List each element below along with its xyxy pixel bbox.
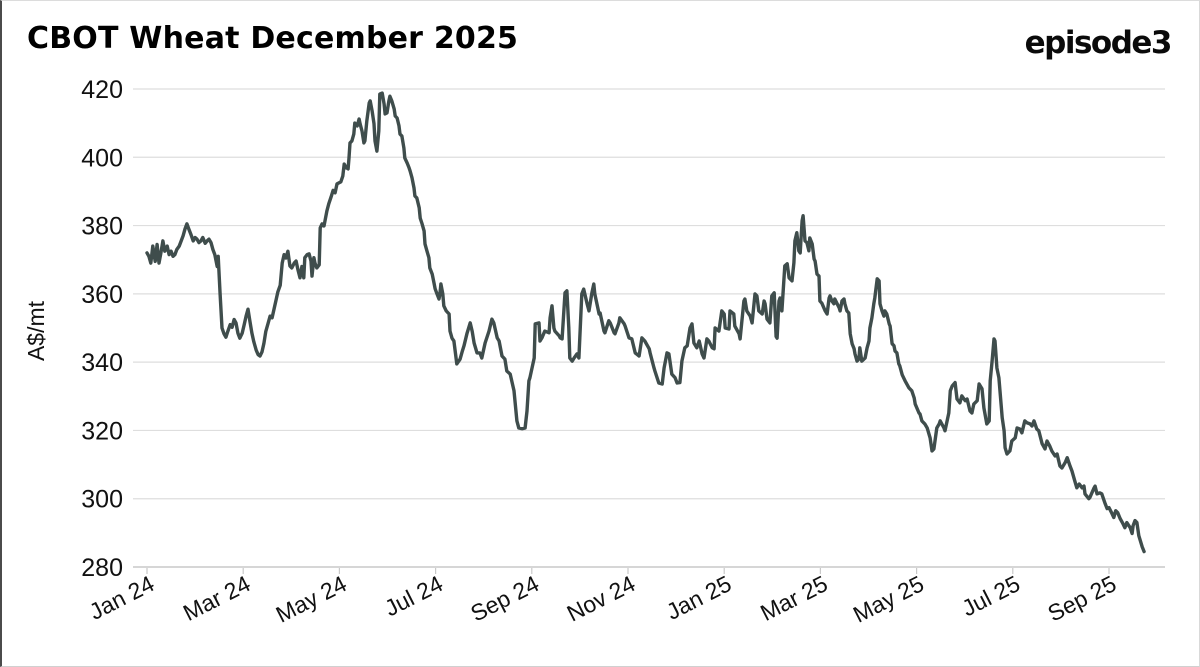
y-tick-label: 340 bbox=[81, 349, 123, 377]
x-tick-label: Sep 25 bbox=[1044, 570, 1121, 626]
x-tick-label: Jan 25 bbox=[662, 570, 735, 625]
y-tick-label: 420 bbox=[81, 76, 123, 104]
x-tick-label: Mar 24 bbox=[179, 570, 255, 626]
y-tick-label: 380 bbox=[81, 213, 123, 241]
page-title: CBOT Wheat December 2025 bbox=[27, 21, 519, 56]
x-tick-label: May 24 bbox=[272, 570, 351, 628]
episode3-logo: episode3 bbox=[1024, 25, 1173, 61]
y-tick-label: 280 bbox=[81, 554, 123, 582]
price-line bbox=[145, 91, 1146, 554]
y-axis-label: A$/mt bbox=[23, 300, 49, 361]
x-tick-label: Jul 25 bbox=[958, 570, 1024, 621]
x-tick-label: Nov 24 bbox=[563, 570, 640, 626]
x-tick-label: Sep 24 bbox=[466, 570, 543, 626]
y-tick-label: 400 bbox=[81, 144, 123, 172]
x-tick-label: May 25 bbox=[849, 570, 928, 627]
y-tick-label: 320 bbox=[81, 417, 123, 445]
y-tick-label: 300 bbox=[81, 486, 123, 514]
x-tick-label: Mar 25 bbox=[756, 570, 832, 626]
y-tick-label: 360 bbox=[81, 281, 123, 309]
x-tick-label: Jul 24 bbox=[380, 570, 447, 621]
